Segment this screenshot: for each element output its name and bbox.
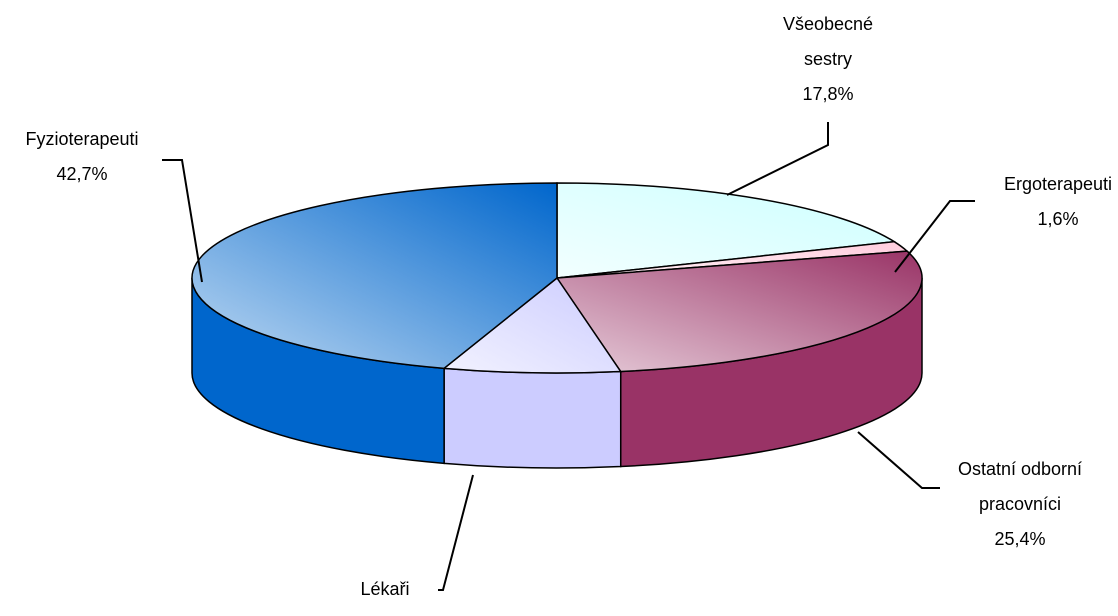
leader-line [162,159,203,283]
pie-slice [555,250,923,373]
pie-slice-side [443,367,622,469]
leader-line [894,200,975,273]
slice-name: Ergoterapeuti [1003,174,1113,194]
slice-value: 25,4% [994,529,1046,549]
leader-line [857,431,940,489]
slice-name: Všeobecné sestry [782,14,874,69]
slice-name: Ostatní odborní pracovníci [957,459,1083,514]
slice-value: 17,8% [802,84,854,104]
slice-label: Lékaři 7,4% [330,572,440,616]
pie-slice [191,182,558,370]
leader-line [726,122,829,196]
slice-value: 1,6% [1037,209,1079,229]
slice-label: Fyzioterapeuti 42,7% [0,122,164,192]
slice-label: Ostatní odborní pracovníci 25,4% [930,452,1110,557]
slice-label: Všeobecné sestry 17,8% [773,7,883,112]
pie-slice [556,182,897,279]
pie-slice [442,276,623,374]
slice-value: 42,7% [56,164,108,184]
slice-label: Ergoterapeuti 1,6% [968,167,1118,237]
leader-line [438,474,474,591]
slice-name: Lékaři [360,579,410,599]
slice-value: 7,4% [330,607,440,616]
leader-lines [162,122,975,591]
slice-name: Fyzioterapeuti [25,129,139,149]
